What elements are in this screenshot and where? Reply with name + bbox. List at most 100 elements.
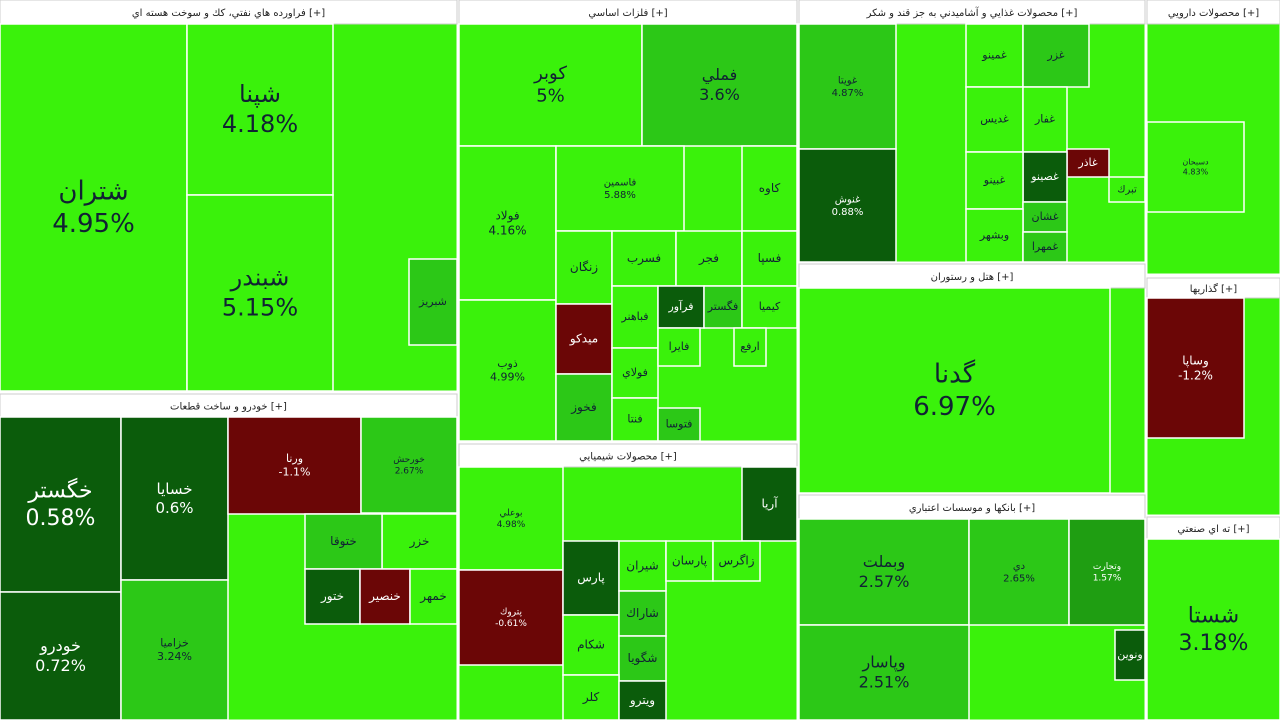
tile[interactable] bbox=[741, 285, 798, 329]
tile[interactable] bbox=[1114, 629, 1146, 681]
tile-symbol: فولاي bbox=[622, 366, 648, 379]
tile[interactable] bbox=[120, 579, 229, 720]
tile-symbol: ختوقا bbox=[330, 534, 357, 549]
tile[interactable] bbox=[0, 23, 188, 392]
tile[interactable] bbox=[304, 513, 383, 570]
tile[interactable] bbox=[1108, 176, 1146, 203]
tile[interactable] bbox=[1022, 86, 1068, 153]
sector-title[interactable]: گذاريها [+] bbox=[1190, 283, 1238, 295]
tile[interactable] bbox=[611, 230, 677, 287]
tile[interactable] bbox=[555, 373, 613, 442]
tile[interactable] bbox=[120, 416, 229, 581]
tile[interactable] bbox=[1146, 538, 1280, 720]
tile[interactable] bbox=[0, 416, 122, 593]
tile[interactable] bbox=[798, 518, 970, 626]
tile[interactable] bbox=[562, 614, 620, 676]
tile[interactable] bbox=[741, 466, 798, 542]
tile-symbol: فسپا bbox=[758, 251, 782, 265]
tile[interactable] bbox=[555, 145, 685, 232]
tile-symbol: كوبر bbox=[533, 63, 567, 84]
sector-title[interactable]: فراورده هاي نفتي، كك و سوخت هسته اي [+] bbox=[132, 8, 325, 19]
tile[interactable] bbox=[712, 540, 761, 582]
tile[interactable] bbox=[359, 568, 411, 625]
tile[interactable] bbox=[186, 194, 334, 392]
tile[interactable] bbox=[1066, 148, 1110, 178]
tile[interactable] bbox=[741, 145, 798, 232]
tile[interactable] bbox=[458, 299, 557, 442]
tile-change: 2.65% bbox=[1003, 574, 1035, 585]
tile[interactable] bbox=[798, 624, 970, 720]
tile-symbol: زاگرس bbox=[718, 554, 754, 569]
sector-title[interactable]: محصولات غذايي و آشاميدني به جز قند و شكر… bbox=[866, 6, 1078, 19]
tile[interactable] bbox=[555, 230, 613, 305]
tile-change: 4.99% bbox=[490, 371, 525, 384]
tile[interactable] bbox=[409, 568, 458, 625]
tile-change: 0.58% bbox=[26, 506, 96, 531]
tile[interactable] bbox=[1022, 151, 1068, 203]
tile-symbol: پارس bbox=[577, 571, 604, 586]
tile[interactable] bbox=[408, 258, 458, 346]
tile[interactable] bbox=[675, 230, 743, 287]
tile[interactable] bbox=[0, 591, 122, 720]
tile[interactable] bbox=[611, 285, 659, 349]
tile[interactable] bbox=[1146, 297, 1245, 439]
tile[interactable] bbox=[618, 540, 667, 592]
tile[interactable] bbox=[611, 347, 659, 399]
sector-title[interactable]: ته اي صنعتي [+] bbox=[1177, 524, 1249, 535]
tile[interactable] bbox=[562, 540, 620, 616]
tile-symbol: غاذر bbox=[1077, 156, 1098, 169]
tile-change: 0.6% bbox=[155, 499, 193, 517]
tile[interactable] bbox=[798, 148, 897, 263]
tile-symbol: فنتا bbox=[627, 413, 642, 426]
tile[interactable] bbox=[798, 23, 897, 150]
tile[interactable] bbox=[458, 145, 557, 301]
tile[interactable] bbox=[657, 407, 701, 442]
tile-symbol: شبريز bbox=[418, 295, 447, 308]
tile[interactable] bbox=[618, 590, 667, 637]
tile[interactable] bbox=[665, 540, 714, 582]
tile[interactable] bbox=[555, 303, 613, 375]
tile-change: 4.95% bbox=[52, 209, 135, 239]
tile[interactable] bbox=[965, 151, 1024, 210]
tile[interactable] bbox=[304, 568, 361, 625]
tile-symbol: شيران bbox=[626, 559, 658, 574]
tile-symbol: خمهر bbox=[419, 589, 447, 604]
tile[interactable] bbox=[1022, 231, 1068, 263]
tile[interactable] bbox=[703, 285, 743, 329]
tile-change: -0.61% bbox=[495, 619, 527, 629]
tile[interactable] bbox=[657, 327, 701, 367]
sector-title[interactable]: خودرو و ساخت قطعات [+] bbox=[170, 402, 287, 413]
tile-change: -1.1% bbox=[279, 466, 311, 479]
tile[interactable] bbox=[657, 285, 705, 329]
tile-symbol: فرآور bbox=[667, 299, 693, 313]
tile-change: 4.87% bbox=[832, 88, 864, 99]
tile[interactable] bbox=[741, 230, 798, 287]
tile[interactable] bbox=[965, 208, 1024, 263]
tile[interactable] bbox=[1146, 121, 1245, 213]
tile-symbol: ختور bbox=[320, 589, 344, 604]
tile[interactable] bbox=[360, 416, 458, 514]
tile[interactable] bbox=[965, 86, 1024, 153]
sector-title[interactable]: هتل و رستوران [+] bbox=[931, 272, 1014, 283]
tile-symbol: غصينو bbox=[1030, 170, 1059, 183]
tile[interactable] bbox=[381, 513, 458, 570]
sector-title[interactable]: محصولات دارويي [+] bbox=[1168, 8, 1259, 19]
tile[interactable] bbox=[965, 23, 1024, 88]
sector-title[interactable]: بانكها و موسسات اعتباري [+] bbox=[909, 503, 1035, 514]
tile[interactable] bbox=[186, 23, 334, 196]
tile[interactable] bbox=[227, 416, 362, 515]
tile[interactable] bbox=[641, 23, 798, 147]
tile[interactable] bbox=[968, 518, 1070, 626]
tile-symbol: غفار bbox=[1034, 113, 1055, 126]
tile-symbol: خزر bbox=[409, 534, 430, 549]
tile-change: 6.97% bbox=[913, 392, 996, 422]
tile[interactable] bbox=[733, 327, 767, 367]
tile[interactable] bbox=[618, 680, 667, 720]
tile[interactable] bbox=[1068, 518, 1146, 626]
sector-title[interactable]: فلزات اساسي [+] bbox=[588, 8, 667, 19]
tile[interactable] bbox=[458, 569, 564, 666]
tile[interactable] bbox=[458, 466, 564, 571]
tile[interactable] bbox=[458, 23, 643, 147]
sector-title[interactable]: محصولات شيميايي [+] bbox=[579, 452, 677, 463]
tile[interactable] bbox=[798, 287, 1111, 494]
